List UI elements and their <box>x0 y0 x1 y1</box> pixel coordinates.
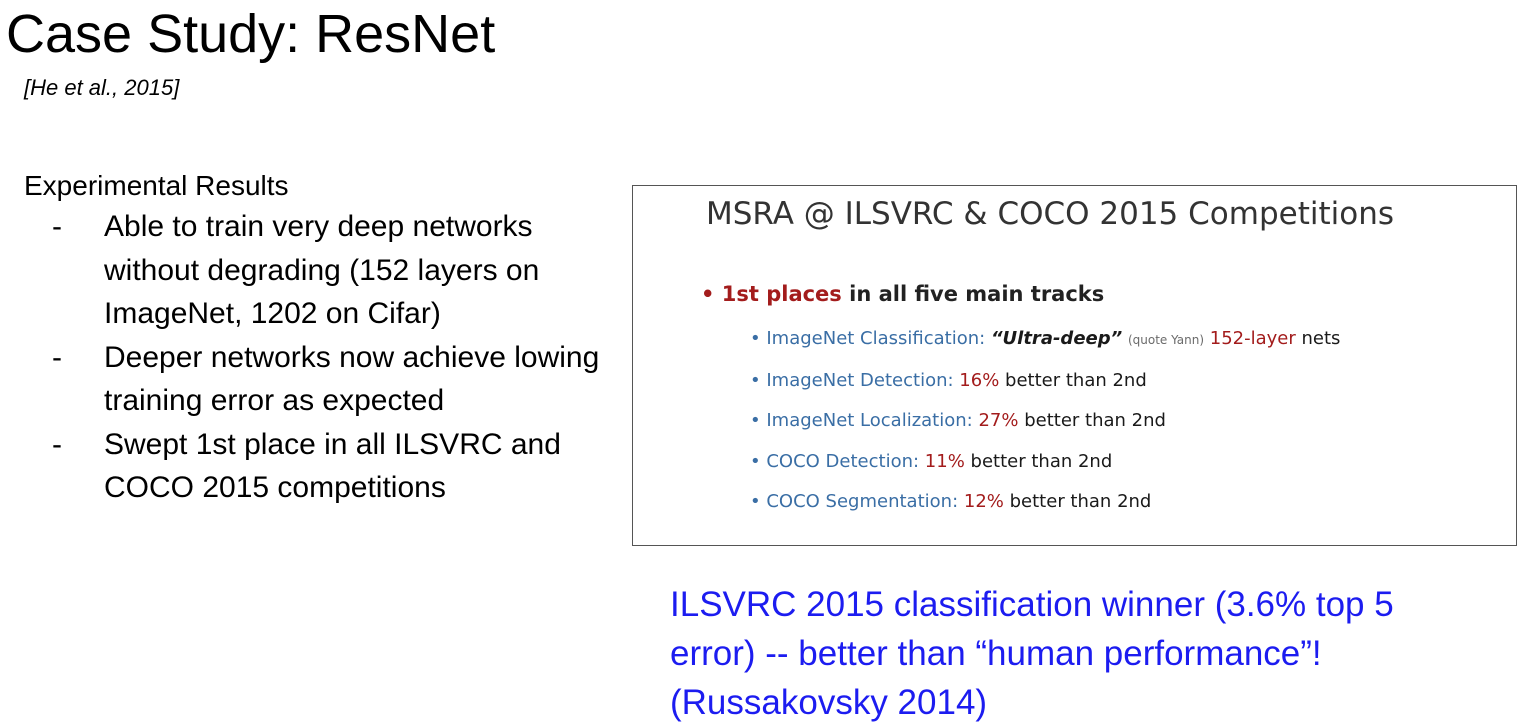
section-heading: Experimental Results <box>24 170 289 201</box>
track-item: • COCO Segmentation: 12% better than 2nd <box>750 482 1340 523</box>
main-rest: in all five main tracks <box>841 282 1105 306</box>
track-rest: better than 2nd <box>970 450 1113 472</box>
bullet-item: - Deeper networks now achieve lowing tra… <box>44 336 614 423</box>
main-bullet-dot: • <box>701 282 715 306</box>
track-bullet: • <box>750 369 761 391</box>
track-rest: nets <box>1301 328 1341 349</box>
track-name: ImageNet Detection: <box>766 369 954 391</box>
track-rest: better than 2nd <box>1024 410 1166 431</box>
track-quote: “Ultra-deep” <box>990 328 1123 349</box>
track-name: COCO Segmentation: <box>766 491 959 512</box>
track-rest: better than 2nd <box>1005 369 1147 391</box>
track-highlight: 152-layer <box>1209 328 1296 349</box>
main-highlight: 1st places <box>721 282 842 306</box>
track-name: ImageNet Classification: <box>766 328 986 349</box>
bullet-text: Swept 1st place in all ILSVRC and COCO 2… <box>104 427 561 505</box>
results-bullet-list: - Able to train very deep networks witho… <box>44 205 614 510</box>
bullet-dash: - <box>52 427 62 461</box>
track-quote-note: (quote Yann) <box>1127 333 1205 347</box>
track-bullet: • <box>750 450 761 472</box>
track-list: • ImageNet Classification: “Ultra-deep” … <box>750 319 1340 523</box>
track-bullet: • <box>750 491 761 512</box>
track-name: ImageNet Localization: <box>766 410 973 431</box>
bullet-text: Deeper networks now achieve lowing train… <box>104 340 600 418</box>
slide-title: Case Study: ResNet <box>6 4 496 64</box>
track-highlight: 12% <box>963 491 1004 512</box>
panel-main-bullet: • 1st places in all five main tracks <box>701 279 1104 309</box>
track-item: • ImageNet Localization: 27% better than… <box>750 401 1340 442</box>
track-highlight: 27% <box>978 410 1019 431</box>
bullet-text: Able to train very deep networks without… <box>104 210 540 330</box>
track-highlight: 11% <box>924 450 965 472</box>
panel-title: MSRA @ ILSVRC & COCO 2015 Competitions <box>706 196 1394 232</box>
bullet-dash: - <box>52 210 62 243</box>
bullet-item: - Swept 1st place in all ILSVRC and COCO… <box>44 423 614 510</box>
track-item: • ImageNet Detection: 16% better than 2n… <box>750 361 1340 402</box>
citation: [He et al., 2015] <box>24 75 180 100</box>
track-name: COCO Detection: <box>766 450 920 472</box>
track-item: • ImageNet Classification: “Ultra-deep” … <box>750 319 1340 361</box>
ilsvrc-winner-note: ILSVRC 2015 classification winner (3.6% … <box>670 585 1394 722</box>
bullet-item: - Able to train very deep networks witho… <box>44 205 614 336</box>
msra-results-panel: MSRA @ ILSVRC & COCO 2015 Competitions •… <box>632 185 1517 546</box>
track-bullet: • <box>750 410 761 431</box>
track-rest: better than 2nd <box>1009 491 1152 512</box>
track-highlight: 16% <box>959 369 1000 391</box>
track-item: • COCO Detection: 11% better than 2nd <box>750 442 1340 483</box>
track-bullet: • <box>750 328 761 349</box>
bullet-dash: - <box>52 340 62 374</box>
